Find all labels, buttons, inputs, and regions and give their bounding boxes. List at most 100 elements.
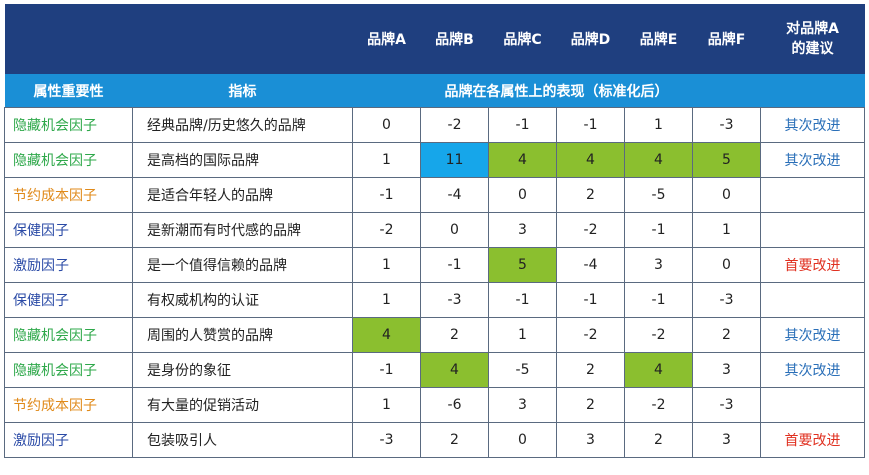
score-cell: 0 — [692, 247, 761, 283]
advice-header: 对品牌A 的建议 — [760, 4, 865, 74]
score-cell: 0 — [488, 422, 557, 458]
score-cell: 4 — [420, 352, 489, 388]
table-row: 隐藏机会因子 周围的人赞赏的品牌 4 2 1 -2 -2 2 其次改进 — [4, 317, 865, 353]
score-cell: -1 — [624, 282, 693, 318]
score-cell: 4 — [624, 142, 693, 178]
score-cell: -2 — [556, 317, 625, 353]
advice-cell: 其次改进 — [760, 317, 865, 353]
brand-header: 品牌A — [352, 4, 421, 74]
advice-cell: 其次改进 — [760, 352, 865, 388]
indicator-cell: 是适合年轻人的品牌 — [132, 177, 353, 213]
score-cell: 2 — [556, 387, 625, 423]
score-cell: -1 — [352, 352, 421, 388]
brand-header: 品牌B — [420, 4, 489, 74]
brand-header: 品牌C — [488, 4, 557, 74]
indicator-cell: 是身份的象征 — [132, 352, 353, 388]
factor-cell: 激励因子 — [4, 247, 133, 283]
advice-header-line2: 的建议 — [791, 41, 834, 57]
score-cell: 1 — [352, 387, 421, 423]
table-row: 保健因子 是新潮而有时代感的品牌 -2 0 3 -2 -1 1 — [4, 212, 865, 248]
score-cell: -3 — [692, 107, 761, 143]
brand-header: 品牌F — [692, 4, 761, 74]
score-cell: -1 — [624, 212, 693, 248]
advice-cell: 首要改进 — [760, 247, 865, 283]
score-cell: -1 — [488, 107, 557, 143]
header-blank — [132, 4, 353, 74]
score-cell: -1 — [352, 177, 421, 213]
indicator-cell: 包装吸引人 — [132, 422, 353, 458]
score-cell: 0 — [488, 177, 557, 213]
score-cell: -4 — [420, 177, 489, 213]
score-cell: 0 — [420, 212, 489, 248]
table-row: 隐藏机会因子 是身份的象征 -1 4 -5 2 4 3 其次改进 — [4, 352, 865, 388]
score-cell: -6 — [420, 387, 489, 423]
header-blank — [760, 74, 865, 108]
table-row: 激励因子 是一个值得信赖的品牌 1 -1 5 -4 3 0 首要改进 — [4, 247, 865, 283]
score-cell: -1 — [556, 107, 625, 143]
score-cell: 1 — [352, 282, 421, 318]
factor-cell: 保健因子 — [4, 282, 133, 318]
score-cell: 3 — [692, 422, 761, 458]
advice-header-line1: 对品牌A — [786, 21, 839, 37]
score-cell: 4 — [624, 352, 693, 388]
score-cell: 1 — [488, 317, 557, 353]
score-cell: 11 — [420, 142, 489, 178]
table-row: 隐藏机会因子 是高档的国际品牌 1 11 4 4 4 5 其次改进 — [4, 142, 865, 178]
advice-cell — [760, 282, 865, 318]
score-cell: 1 — [352, 247, 421, 283]
score-cell: -3 — [692, 282, 761, 318]
factor-cell: 隐藏机会因子 — [4, 107, 133, 143]
performance-column-header: 品牌在各属性上的表现（标准化后） — [352, 74, 761, 108]
factor-cell: 节约成本因子 — [4, 387, 133, 423]
factor-cell: 激励因子 — [4, 422, 133, 458]
factor-column-header: 属性重要性 — [4, 74, 133, 108]
table-row: 节约成本因子 有大量的促销活动 1 -6 3 2 -2 -3 — [4, 387, 865, 423]
factor-cell: 节约成本因子 — [4, 177, 133, 213]
score-cell: 2 — [556, 177, 625, 213]
indicator-column-header: 指标 — [132, 74, 353, 108]
score-cell: -2 — [352, 212, 421, 248]
score-cell: 3 — [624, 247, 693, 283]
advice-cell — [760, 387, 865, 423]
indicator-cell: 是高档的国际品牌 — [132, 142, 353, 178]
score-cell: 0 — [692, 177, 761, 213]
score-cell: -3 — [692, 387, 761, 423]
advice-cell: 其次改进 — [760, 107, 865, 143]
factor-cell: 隐藏机会因子 — [4, 317, 133, 353]
factor-cell: 保健因子 — [4, 212, 133, 248]
score-cell: -3 — [352, 422, 421, 458]
score-cell: 4 — [352, 317, 421, 353]
column-header-row: 属性重要性 指标 品牌在各属性上的表现（标准化后） — [4, 74, 865, 108]
score-cell: 2 — [420, 317, 489, 353]
score-cell: 1 — [692, 212, 761, 248]
score-cell: 3 — [692, 352, 761, 388]
score-cell: -2 — [420, 107, 489, 143]
table-row: 激励因子 包装吸引人 -3 2 0 3 2 3 首要改进 — [4, 422, 865, 458]
table-row: 保健因子 有权威机构的认证 1 -3 -1 -1 -1 -3 — [4, 282, 865, 318]
score-cell: 3 — [488, 212, 557, 248]
brand-performance-table: 品牌A 品牌B 品牌C 品牌D 品牌E 品牌F 对品牌A 的建议 属性重要性 指… — [4, 4, 865, 458]
table-row: 隐藏机会因子 经典品牌/历史悠久的品牌 0 -2 -1 -1 1 -3 其次改进 — [4, 107, 865, 143]
advice-cell — [760, 177, 865, 213]
score-cell: 4 — [488, 142, 557, 178]
table-body: 隐藏机会因子 经典品牌/历史悠久的品牌 0 -2 -1 -1 1 -3 其次改进 隐藏机会因子 是高… — [4, 107, 865, 458]
factor-cell: 隐藏机会因子 — [4, 352, 133, 388]
score-cell: -5 — [624, 177, 693, 213]
score-cell: 5 — [488, 247, 557, 283]
indicator-cell: 有大量的促销活动 — [132, 387, 353, 423]
score-cell: 3 — [556, 422, 625, 458]
score-cell: -1 — [556, 282, 625, 318]
factor-cell: 隐藏机会因子 — [4, 142, 133, 178]
header-blank — [4, 4, 133, 74]
score-cell: -4 — [556, 247, 625, 283]
score-cell: 3 — [488, 387, 557, 423]
table-row: 节约成本因子 是适合年轻人的品牌 -1 -4 0 2 -5 0 — [4, 177, 865, 213]
indicator-cell: 是一个值得信赖的品牌 — [132, 247, 353, 283]
brand-header-row: 品牌A 品牌B 品牌C 品牌D 品牌E 品牌F 对品牌A 的建议 — [4, 4, 865, 74]
indicator-cell: 经典品牌/历史悠久的品牌 — [132, 107, 353, 143]
brand-header: 品牌D — [556, 4, 625, 74]
score-cell: -1 — [420, 247, 489, 283]
score-cell: 2 — [556, 352, 625, 388]
score-cell: 1 — [624, 107, 693, 143]
